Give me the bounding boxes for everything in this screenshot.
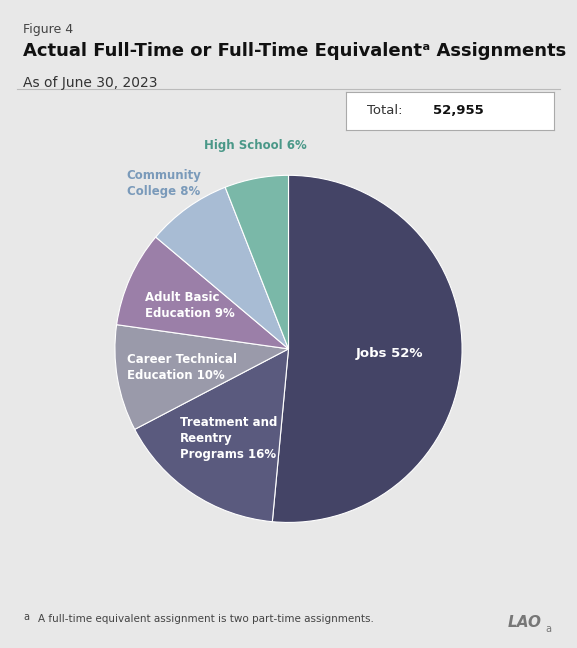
Text: Community
College 8%: Community College 8% (126, 168, 201, 198)
Text: a: a (545, 624, 551, 634)
Text: Adult Basic
Education 9%: Adult Basic Education 9% (145, 290, 235, 319)
Text: Actual Full-Time or Full-Time Equivalentᵃ Assignments: Actual Full-Time or Full-Time Equivalent… (23, 42, 567, 60)
Text: Jobs 52%: Jobs 52% (355, 347, 423, 360)
Text: A full-time equivalent assignment is two part-time assignments.: A full-time equivalent assignment is two… (38, 614, 373, 624)
Text: Figure 4: Figure 4 (23, 23, 73, 36)
Wedge shape (225, 176, 288, 349)
Text: 52,955: 52,955 (433, 104, 484, 117)
Wedge shape (115, 325, 288, 430)
Text: Treatment and
Reentry
Programs 16%: Treatment and Reentry Programs 16% (180, 416, 277, 461)
Wedge shape (134, 349, 288, 522)
Text: High School 6%: High School 6% (204, 139, 306, 152)
Text: LAO: LAO (508, 615, 542, 630)
Text: a: a (23, 612, 29, 622)
Wedge shape (272, 176, 462, 522)
Text: Total:: Total: (367, 104, 407, 117)
Text: As of June 30, 2023: As of June 30, 2023 (23, 76, 158, 91)
Wedge shape (156, 187, 288, 349)
Wedge shape (117, 237, 288, 349)
Text: Career Technical
Education 10%: Career Technical Education 10% (128, 353, 238, 382)
